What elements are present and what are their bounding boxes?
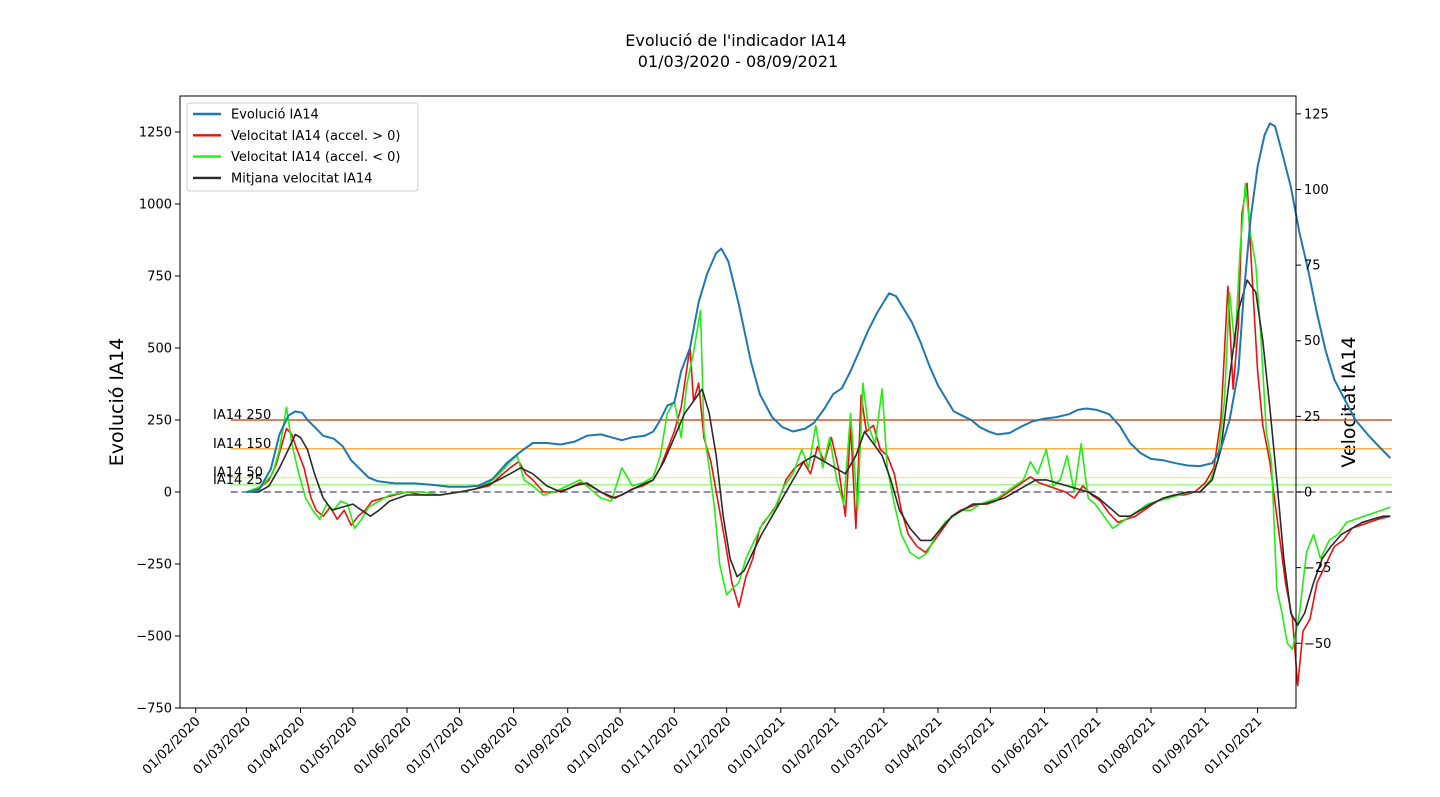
series-line xyxy=(246,182,1391,687)
series-line xyxy=(246,122,1392,493)
y-axis-left: −750 −500 −250 0 250 500 750 1000 1250 xyxy=(136,126,180,717)
y-tick-label-right: 50 xyxy=(1304,334,1321,349)
plot-frame xyxy=(179,95,1297,709)
y-tick-label-left: −250 xyxy=(136,558,172,573)
y-tick-label-right: −50 xyxy=(1304,637,1331,652)
reference-line-label: IA14 150 xyxy=(213,437,271,452)
y-tick-label-left: 250 xyxy=(147,414,172,429)
y-tick-label-left: 1250 xyxy=(139,126,172,141)
legend-label: Velocitat IA14 (accel. > 0) xyxy=(231,129,400,144)
y-tick-label-left: −500 xyxy=(136,630,172,645)
y-tick-label-left: 750 xyxy=(147,270,172,285)
y-tick-label-right: −25 xyxy=(1304,561,1331,576)
legend-box xyxy=(186,102,419,192)
chart-title-line1: Evolució de l'indicador IA14 xyxy=(625,31,846,50)
x-axis: 01/02/202001/03/202001/04/202001/05/2020… xyxy=(140,708,1265,778)
y-tick-label-right: 0 xyxy=(1304,486,1312,501)
y-tick-label-right: 25 xyxy=(1304,410,1321,425)
legend-label: Mitjana velocitat IA14 xyxy=(231,171,372,186)
y-tick-label-left: 1000 xyxy=(139,198,172,213)
legend-label: Evolució IA14 xyxy=(231,108,319,123)
chart-title-line2: 01/03/2020 - 08/09/2021 xyxy=(638,52,838,71)
series-line xyxy=(246,279,1391,626)
y-axis-left-title: Evolució IA14 xyxy=(106,338,128,466)
legend-label: Velocitat IA14 (accel. < 0) xyxy=(231,150,400,165)
reference-line-label: IA14 25 xyxy=(213,473,263,488)
reference-line-label: IA14 250 xyxy=(213,408,271,423)
y-tick-label-right: 75 xyxy=(1304,259,1321,274)
legend: Evolució IA14 Velocitat IA14 (accel. > 0)… xyxy=(186,102,419,192)
reference-line-label: IA14 50 xyxy=(213,466,263,481)
y-axis-right-title: Velocitat IA14 xyxy=(1338,336,1360,467)
y-tick-label-left: −750 xyxy=(136,702,172,717)
y-tick-label-right: 125 xyxy=(1304,107,1329,122)
y-tick-label-left: 500 xyxy=(147,342,172,357)
series-group xyxy=(246,122,1392,687)
y-tick-label-left: 0 xyxy=(164,486,172,501)
y-axis-right: −50 −25 0 25 50 75 100 125 xyxy=(1296,107,1331,652)
y-tick-label-right: 100 xyxy=(1304,183,1329,198)
